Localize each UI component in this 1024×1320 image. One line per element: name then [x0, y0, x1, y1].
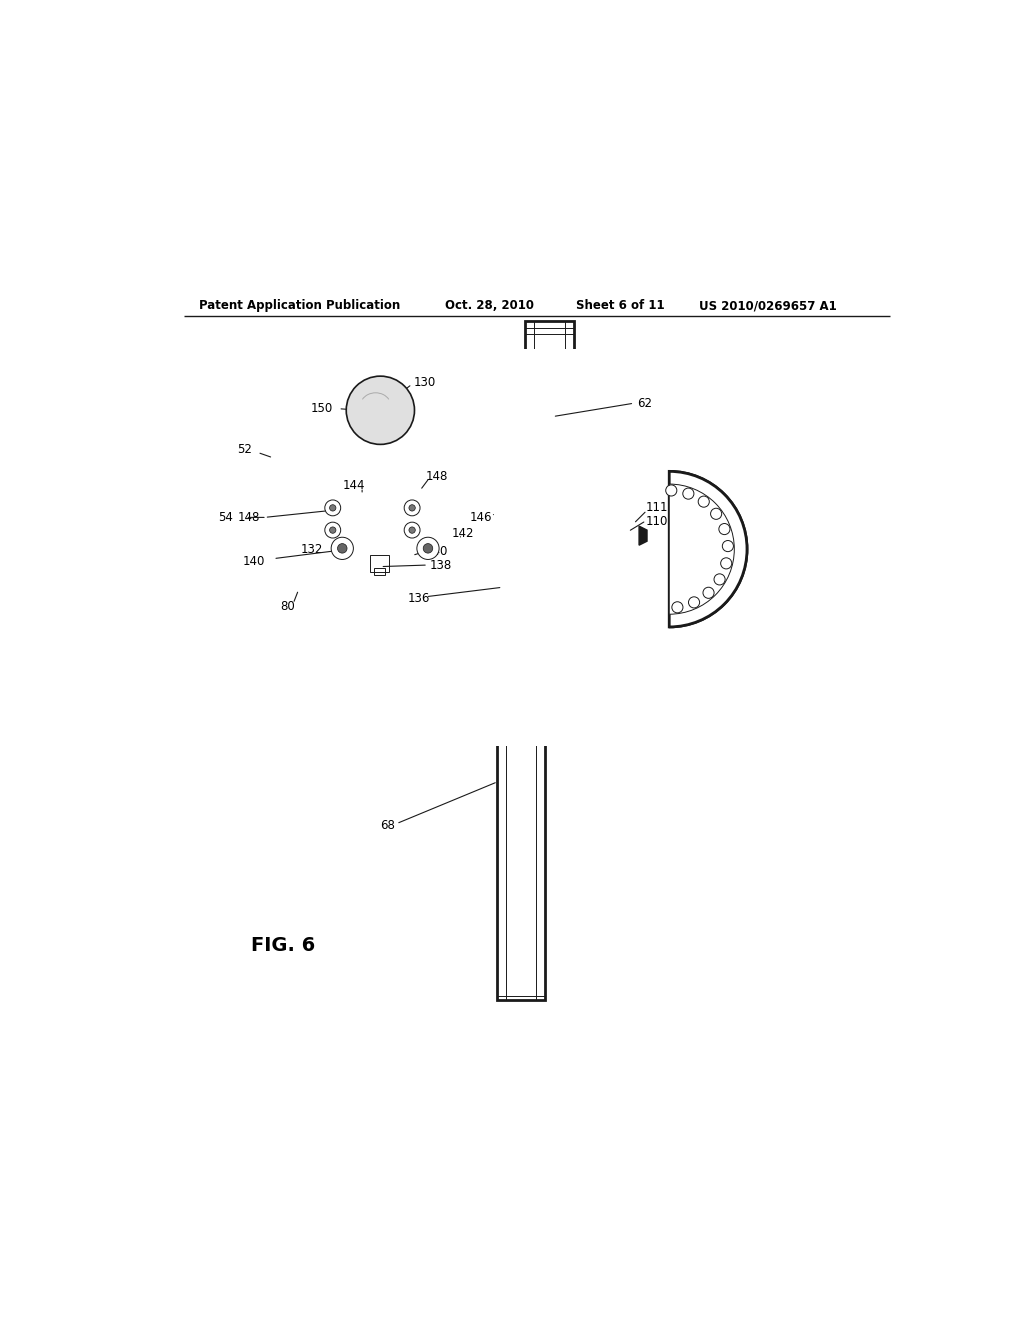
Bar	[309, 385, 572, 491]
Circle shape	[417, 537, 439, 560]
Text: FIG. 6: FIG. 6	[251, 936, 315, 956]
Text: Oct. 28, 2010: Oct. 28, 2010	[445, 300, 535, 312]
Bar	[128, 350, 670, 746]
Text: 112: 112	[701, 511, 724, 524]
Circle shape	[330, 504, 336, 511]
Text: 148: 148	[426, 470, 447, 483]
Circle shape	[683, 488, 694, 499]
Circle shape	[338, 544, 347, 553]
Text: 146: 146	[469, 511, 492, 524]
Text: 138: 138	[430, 558, 452, 572]
Circle shape	[711, 508, 722, 519]
Wedge shape	[670, 471, 748, 627]
Circle shape	[698, 496, 710, 507]
Text: 62: 62	[637, 396, 651, 409]
Text: 150: 150	[310, 403, 333, 416]
Circle shape	[423, 544, 433, 553]
Circle shape	[719, 524, 730, 535]
Text: 112: 112	[701, 550, 724, 564]
Bar	[370, 554, 389, 572]
Text: 52: 52	[238, 444, 252, 457]
Circle shape	[722, 540, 733, 552]
Text: 68: 68	[380, 818, 395, 832]
Text: 142: 142	[452, 527, 474, 540]
Circle shape	[404, 500, 420, 516]
Wedge shape	[670, 484, 734, 614]
Bar	[601, 502, 624, 570]
Text: 54: 54	[218, 511, 232, 524]
Circle shape	[666, 484, 677, 496]
Circle shape	[714, 574, 725, 585]
Text: Patent Application Publication: Patent Application Publication	[200, 300, 400, 312]
Circle shape	[409, 504, 416, 511]
Circle shape	[325, 523, 341, 539]
Circle shape	[346, 376, 415, 445]
Bar	[374, 568, 385, 574]
Text: US 2010/0269657 A1: US 2010/0269657 A1	[699, 300, 838, 312]
Circle shape	[331, 537, 353, 560]
Text: 132: 132	[301, 543, 324, 556]
Text: 80: 80	[281, 599, 295, 612]
Circle shape	[409, 527, 416, 533]
Circle shape	[404, 523, 420, 539]
Text: 110: 110	[645, 515, 668, 528]
Text: 64: 64	[677, 603, 692, 616]
Text: 140: 140	[426, 545, 447, 558]
Circle shape	[672, 602, 683, 612]
Bar	[524, 321, 574, 492]
Text: 130: 130	[414, 376, 436, 389]
Polygon shape	[639, 527, 647, 545]
Text: 111: 111	[645, 502, 668, 515]
Bar	[497, 576, 545, 1001]
Text: Sheet 6 of 11: Sheet 6 of 11	[577, 300, 665, 312]
FancyBboxPatch shape	[257, 378, 324, 500]
Text: 140: 140	[243, 556, 265, 569]
Circle shape	[592, 471, 748, 627]
Circle shape	[721, 558, 732, 569]
Bar	[570, 492, 601, 579]
Text: 148: 148	[238, 511, 260, 524]
Text: 144: 144	[342, 479, 365, 492]
Text: 136: 136	[408, 591, 430, 605]
Circle shape	[330, 527, 336, 533]
Bar	[259, 582, 612, 591]
Circle shape	[688, 597, 699, 609]
Bar	[428, 407, 469, 457]
Circle shape	[702, 587, 714, 598]
Bar	[327, 525, 452, 572]
Circle shape	[325, 500, 341, 516]
